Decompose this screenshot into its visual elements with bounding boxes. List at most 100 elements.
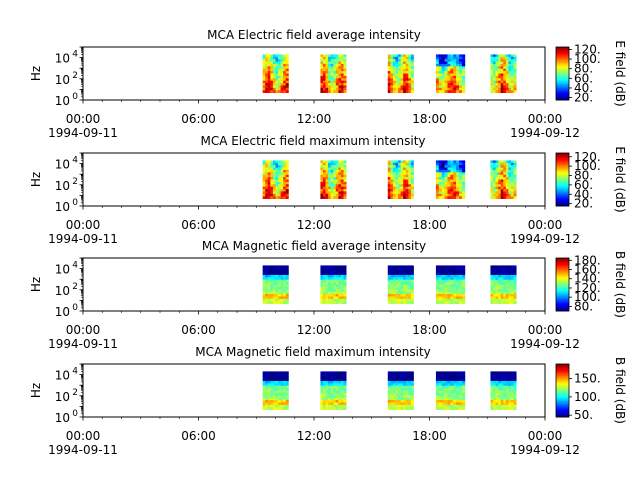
colorbar-swatch xyxy=(556,179,569,182)
spectrogram-cell xyxy=(285,78,289,82)
spectrogram-cell xyxy=(325,165,329,168)
spectrogram-cell xyxy=(270,385,274,389)
spectrogram-cell xyxy=(444,407,448,410)
spectrogram-cell xyxy=(272,289,276,293)
spectrogram-cell xyxy=(461,186,466,190)
spectrogram-cell xyxy=(262,66,266,70)
spectrogram-cell xyxy=(387,80,391,84)
spectrogram-cell xyxy=(325,274,329,278)
spectrogram-cell xyxy=(503,298,507,302)
spectrogram-cell xyxy=(320,378,324,382)
spectrogram-cell xyxy=(270,189,274,192)
spectrogram-cell xyxy=(450,388,454,391)
spectrogram-cell xyxy=(510,165,514,168)
spectrogram-cell xyxy=(320,402,324,406)
spectrogram-cell xyxy=(398,402,402,406)
spectrogram-cell xyxy=(280,397,284,401)
spectrogram-cell xyxy=(278,404,282,408)
spectrogram-cell xyxy=(510,291,514,295)
spectrogram-cell xyxy=(283,272,287,276)
spectrogram-cell xyxy=(275,392,279,396)
spectrogram-cell xyxy=(508,75,512,79)
spectrogram-cell xyxy=(447,162,451,166)
spectrogram-cell xyxy=(322,388,326,391)
colorbar-swatch xyxy=(556,195,569,198)
spectrogram-cell xyxy=(328,277,332,281)
spectrogram-cell xyxy=(338,177,342,180)
spectrogram-cell xyxy=(438,90,443,93)
spectrogram-cell xyxy=(503,59,507,62)
spectrogram-cell xyxy=(408,193,412,197)
spectrogram-cell xyxy=(390,294,394,297)
spectrogram-cell xyxy=(392,397,396,401)
colorbar-tick-label: 20. xyxy=(574,197,593,211)
spectrogram-cell xyxy=(285,85,289,89)
spectrogram-cell xyxy=(325,85,329,89)
colorbar-swatch xyxy=(556,283,569,285)
spectrogram-cell xyxy=(459,85,463,89)
spectrogram-cell xyxy=(270,174,274,178)
spectrogram-cell xyxy=(453,191,457,195)
spectrogram-cell xyxy=(498,196,502,199)
spectrogram-cell xyxy=(338,383,342,387)
spectrogram-cell xyxy=(456,54,460,58)
spectrogram-cell xyxy=(405,184,409,188)
spectrogram-block xyxy=(320,265,347,304)
spectrogram-cell xyxy=(322,59,326,62)
spectrogram-cell xyxy=(280,172,284,176)
spectrogram-cell xyxy=(390,270,394,273)
spectrogram-cell xyxy=(510,376,514,379)
colorbar-swatch xyxy=(556,74,569,77)
colorbar-swatch xyxy=(556,366,569,369)
spectrogram-cell xyxy=(325,395,329,399)
spectrogram-cell xyxy=(392,87,396,91)
spectrogram-cell xyxy=(461,90,466,93)
spectrogram-cell xyxy=(503,376,507,379)
spectrogram-cell xyxy=(510,385,514,389)
spectrogram-cell xyxy=(456,284,460,288)
spectrogram-cell xyxy=(270,184,274,188)
x-tick-label: 00:00 xyxy=(66,429,101,443)
spectrogram-cell xyxy=(408,83,412,86)
spectrogram-cell xyxy=(275,71,279,74)
spectrogram-cell xyxy=(285,371,289,375)
spectrogram-cell xyxy=(320,289,324,293)
spectrogram-cell xyxy=(272,78,276,82)
spectrogram-cell xyxy=(320,371,324,375)
spectrogram-cell xyxy=(283,61,287,65)
spectrogram-cell xyxy=(335,395,339,399)
spectrogram-cell xyxy=(461,181,466,185)
spectrogram-cell xyxy=(395,298,399,302)
spectrogram-cell xyxy=(392,392,396,396)
spectrogram-cell xyxy=(447,402,451,406)
spectrogram-cell xyxy=(510,68,514,72)
spectrogram-cell xyxy=(500,59,504,62)
spectrogram-cell xyxy=(395,294,399,297)
spectrogram-cell xyxy=(500,395,504,399)
spectrogram-cell xyxy=(387,196,391,199)
spectrogram-cell xyxy=(453,265,457,269)
spectrogram-cell xyxy=(335,179,339,183)
spectrogram-cell xyxy=(438,54,443,58)
spectrogram-block xyxy=(387,54,414,93)
spectrogram-cell xyxy=(262,265,266,269)
spectrogram-cell xyxy=(333,160,337,164)
spectrogram-cell xyxy=(444,289,448,293)
spectrogram-cell xyxy=(447,165,451,168)
spectrogram-cell xyxy=(493,390,496,394)
spectrogram-cell xyxy=(493,376,496,379)
spectrogram-cell xyxy=(461,265,466,269)
spectrogram-cell xyxy=(272,179,276,183)
spectrogram-cell xyxy=(493,277,496,281)
colorbar-swatch xyxy=(556,70,569,73)
spectrogram-cell xyxy=(333,68,337,72)
spectrogram-cell xyxy=(500,282,504,285)
spectrogram-cell xyxy=(265,270,269,273)
colorbar-tick-label: 80. xyxy=(574,299,593,313)
spectrogram-cell xyxy=(265,291,269,295)
spectrogram-cell xyxy=(330,282,334,285)
spectrogram-cell xyxy=(505,395,509,399)
spectrogram-cell xyxy=(490,165,494,168)
spectrogram-cell xyxy=(410,85,414,89)
spectrogram-cell xyxy=(272,63,276,67)
